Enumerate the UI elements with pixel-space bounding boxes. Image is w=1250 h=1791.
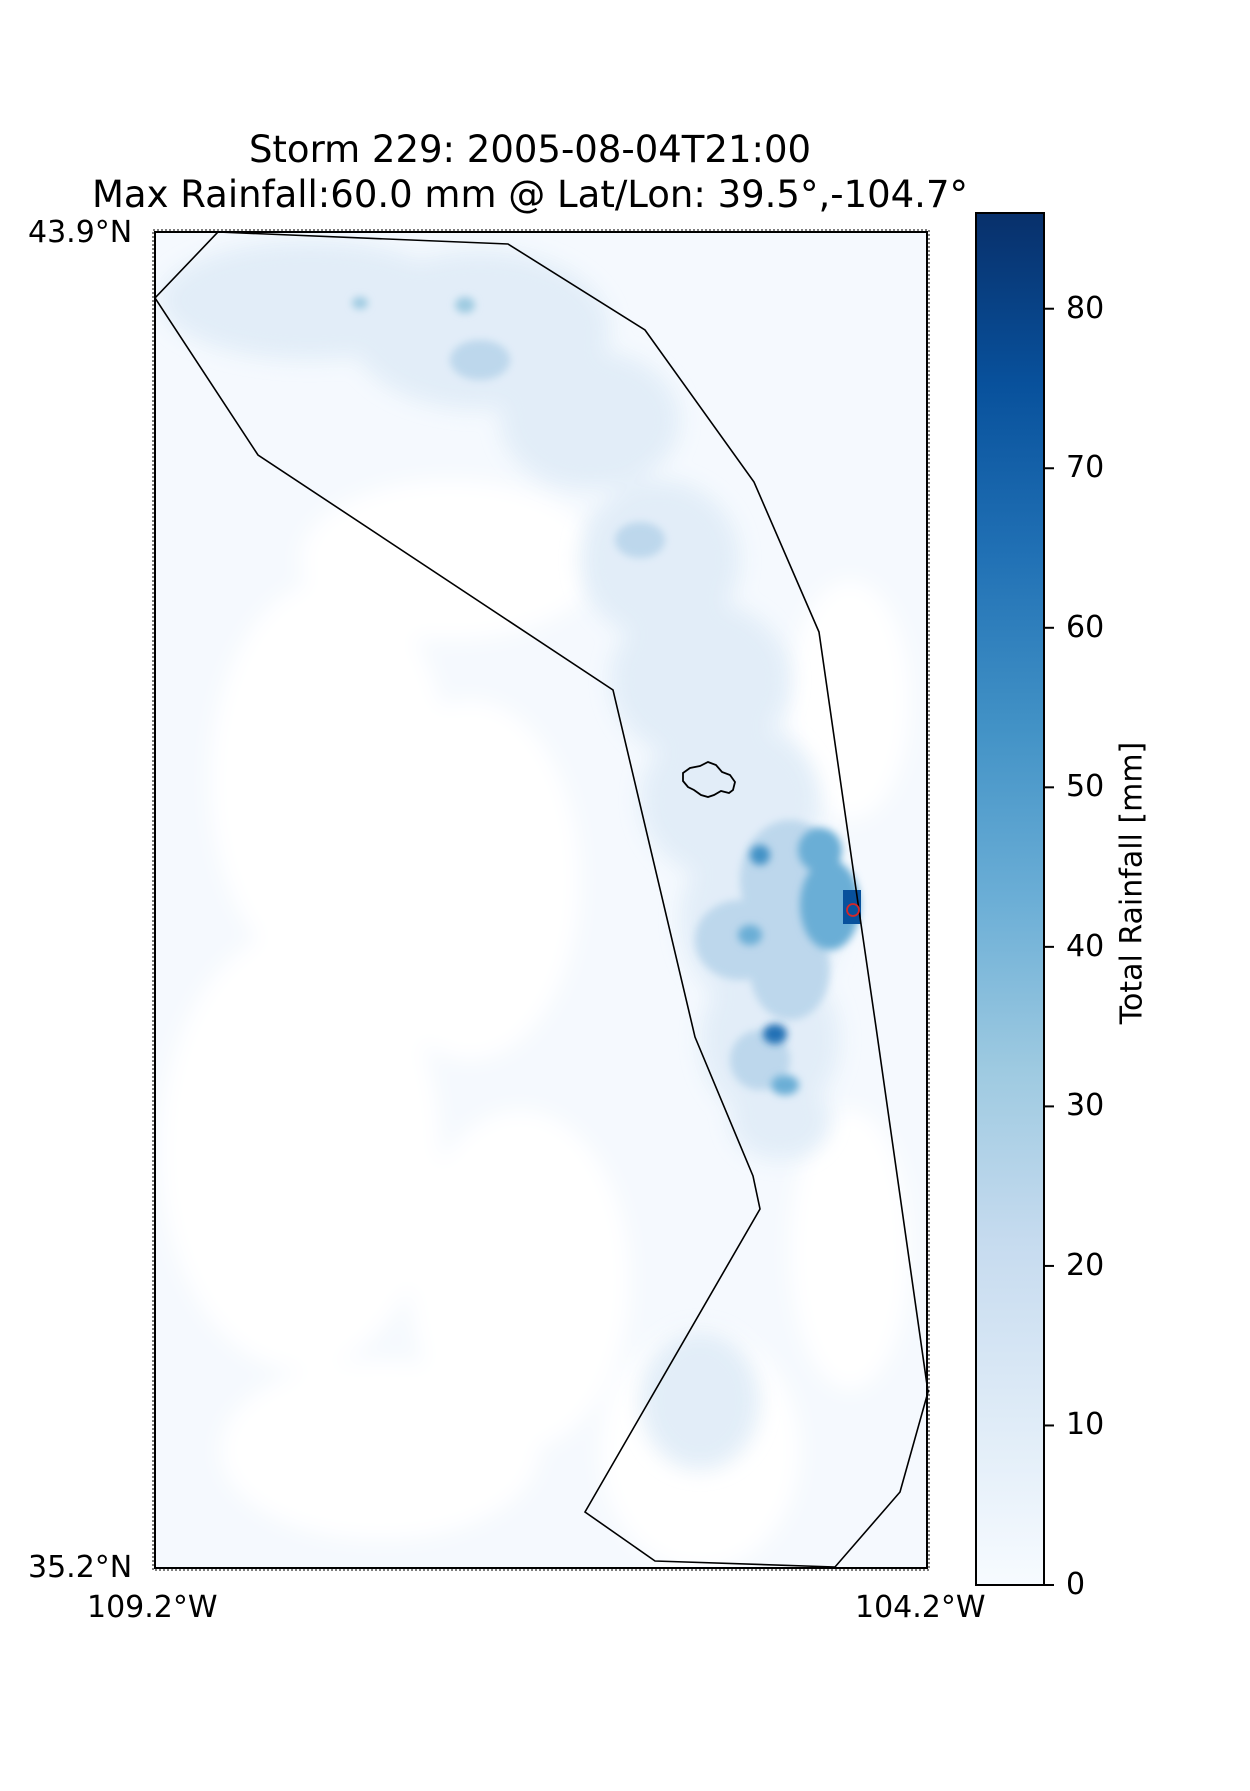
lon-left-label: 109.2°W [87,1590,218,1625]
map-frame [154,231,928,1569]
figure-subtitle: Max Rainfall:60.0 mm @ Lat/Lon: 39.5°,-1… [92,173,968,216]
watershed-outline [682,761,736,798]
colorbar-ticks [1044,307,1054,1586]
colorbar-tick-label: 70 [1066,450,1105,486]
light-rain-band [160,240,840,1470]
lat-bottom-label: 35.2°N [28,1550,133,1585]
colorbar-tick-label: 10 [1066,1407,1105,1443]
colorbar-tick-label: 0 [1066,1567,1086,1602]
lat-top-label: 43.9°N [28,215,133,250]
heavy-rain-cells [352,297,860,1095]
colorbar-tick-label: 30 [1066,1088,1105,1124]
colorbar-tick-label: 80 [1066,290,1105,326]
figure-title: Storm 229: 2005-08-04T21:00 [248,128,812,171]
max-rainfall-marker [846,903,860,917]
colorbar-tick-label: 20 [1066,1247,1105,1283]
colorbar-tick-label: 40 [1066,928,1105,964]
colorbar-tick-label: 50 [1066,769,1105,805]
colorbar-tick-label: 60 [1066,609,1105,645]
colorbar [975,212,1045,1586]
lon-right-label: 104.2°W [855,1590,986,1625]
colorbar-label: Total Rainfall [mm] [1113,741,1149,1025]
